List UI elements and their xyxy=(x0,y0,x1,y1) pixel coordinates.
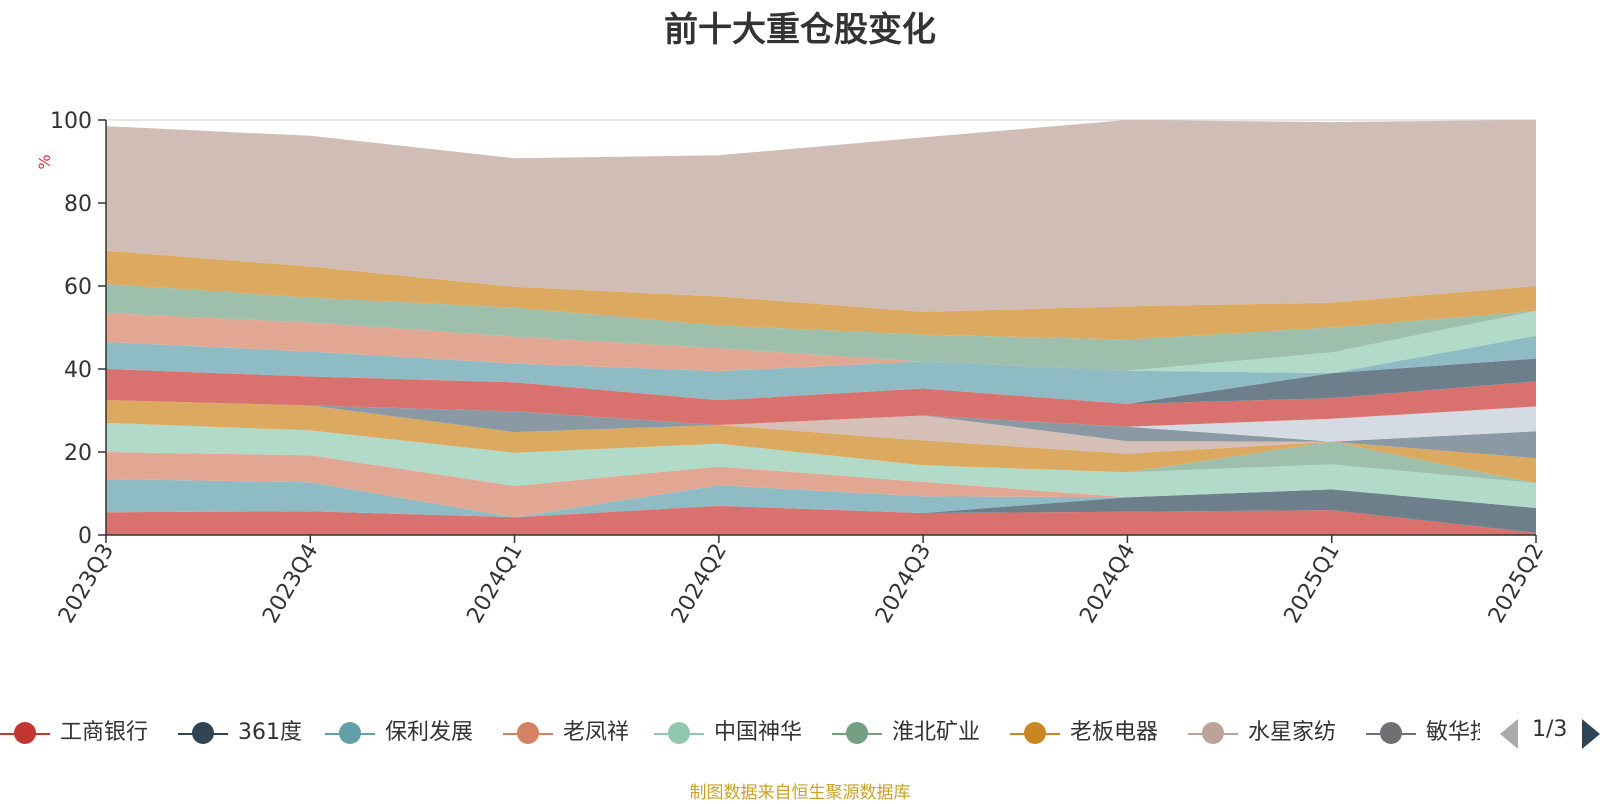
x-tick-label: 2025Q1 xyxy=(1280,540,1345,628)
y-tick-label: 40 xyxy=(64,358,92,383)
x-tick-label: 2024Q3 xyxy=(871,540,936,628)
area-series-中国神华 xyxy=(106,422,1536,508)
legend-circle-icon xyxy=(339,722,361,744)
legend-prev-page-icon[interactable] xyxy=(1500,719,1518,749)
legend-pager: 1/3 xyxy=(1500,716,1600,752)
legend-label: 工商银行 xyxy=(60,720,149,745)
y-tick-label: 100 xyxy=(50,109,92,134)
x-tick-label: 2024Q2 xyxy=(667,540,732,628)
legend-label: 老板电器 xyxy=(1070,720,1159,745)
y-axis-label: % xyxy=(35,154,54,169)
area-series-老板电器 xyxy=(106,250,1536,340)
y-axis-ticks: 0 20 40 60 80 100 xyxy=(50,109,106,549)
area-series-老凤祥 xyxy=(106,452,1536,518)
legend-label: 淮北矿业 xyxy=(892,720,981,745)
legend-next-page-icon[interactable] xyxy=(1582,719,1600,749)
legend-circle-icon xyxy=(668,722,690,744)
area-series-工商银行 xyxy=(106,505,1536,535)
legend-label: 水星家纺 xyxy=(1248,720,1337,745)
y-tick-label: 60 xyxy=(64,275,92,300)
legend-label: 中国神华 xyxy=(714,720,803,745)
legend-page-indicator: 1/3 xyxy=(1532,717,1568,742)
x-tick-label: 2024Q1 xyxy=(462,540,527,628)
area-series-工商银行 xyxy=(106,369,1536,427)
legend-circle-icon xyxy=(192,722,214,744)
area-series-淮北矿业 xyxy=(106,283,1536,371)
area-series-其他1 xyxy=(106,400,1536,442)
legend-circle-icon xyxy=(1380,722,1402,744)
area-series-水星家纺 xyxy=(106,400,1536,459)
stacked-areas xyxy=(106,120,1536,535)
y-tick-label: 0 xyxy=(78,524,92,549)
legend-circle-icon xyxy=(14,722,36,744)
area-series-淮北矿业 xyxy=(106,422,1536,484)
area-series-保利发展 xyxy=(106,479,1536,518)
legend: 工商银行 361度 保利发展 老凤祥 中国神华 淮北矿业 老板电器 水星家纺 敏华控股 xyxy=(0,708,1480,748)
legend-circle-icon xyxy=(1202,722,1224,744)
legend-label: 老凤祥 xyxy=(563,720,630,745)
area-series-361度 xyxy=(106,489,1536,533)
legend-circle-icon xyxy=(517,722,539,744)
chart-title: 前十大重仓股变化 xyxy=(664,10,936,50)
x-tick-label: 2025Q2 xyxy=(1484,540,1549,628)
legend-label: 敏华控股 xyxy=(1426,720,1480,745)
y-tick-label: 20 xyxy=(64,441,92,466)
x-tick-label: 2023Q3 xyxy=(54,540,119,628)
legend-circle-icon xyxy=(846,722,868,744)
legend-label: 保利发展 xyxy=(385,720,474,745)
x-tick-label: 2024Q4 xyxy=(1075,540,1140,628)
area-series-敏华控股 xyxy=(106,400,1536,459)
area-series-水星家纺 xyxy=(106,120,1536,312)
axes xyxy=(105,120,1536,536)
area-series-老凤祥 xyxy=(106,313,1536,374)
legend-label: 361度 xyxy=(238,720,302,745)
x-axis-ticks: 2023Q3 2023Q4 2024Q1 2024Q2 2024Q3 2024Q4 2025… xyxy=(54,535,1549,628)
source-note: 制图数据来自恒生聚源数据库 xyxy=(689,783,911,803)
area-series-保利发展 xyxy=(106,335,1536,404)
legend-circle-icon xyxy=(1024,722,1046,744)
x-tick-label: 2023Q4 xyxy=(258,540,323,628)
y-tick-label: 80 xyxy=(64,192,92,217)
area-series-老板电器 xyxy=(106,400,1536,484)
